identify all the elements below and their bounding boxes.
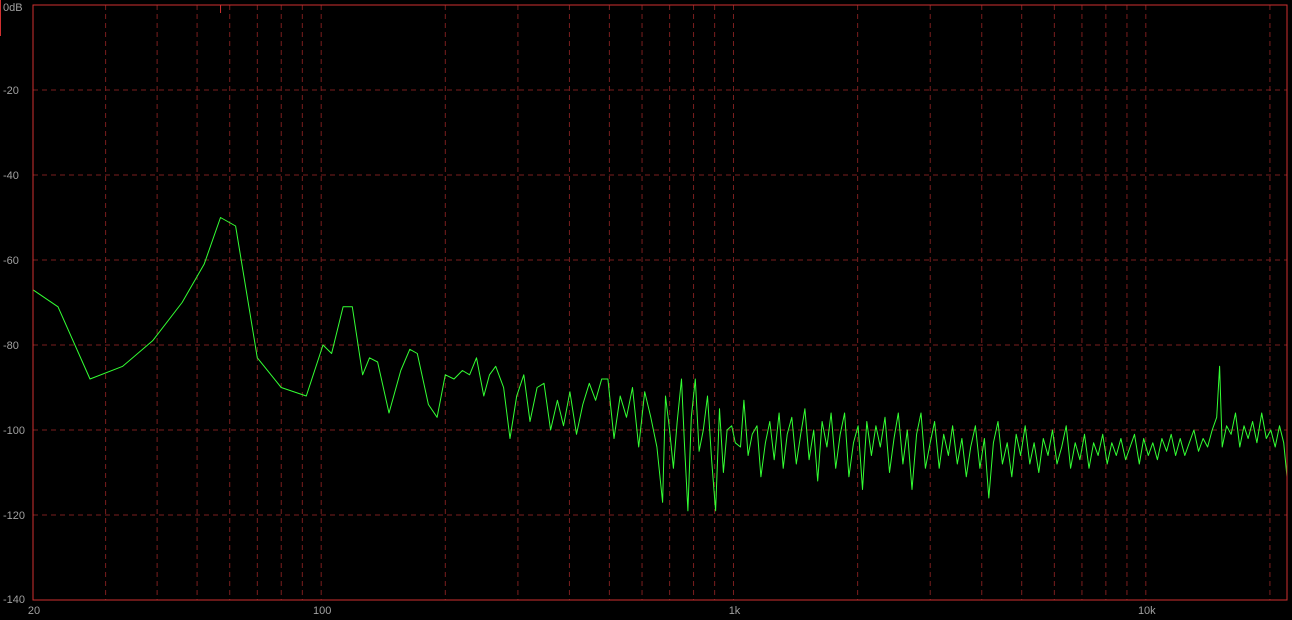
x-tick-label: 20 bbox=[28, 605, 40, 617]
trace-layer bbox=[32, 217, 1288, 512]
y-tick-label: -40 bbox=[3, 170, 19, 182]
y-tick-label: -100 bbox=[3, 425, 25, 437]
spectrum-trace bbox=[32, 217, 1288, 512]
y-tick-label: -80 bbox=[3, 340, 19, 352]
y-tick-label: -140 bbox=[3, 594, 25, 606]
x-tick-label: 100 bbox=[313, 605, 331, 617]
x-tick-label: 10k bbox=[1138, 605, 1156, 617]
frame-layer bbox=[0, 0, 1288, 601]
plot-frame bbox=[32, 4, 1288, 601]
y-tick-label: -120 bbox=[3, 510, 25, 522]
y-tick-label: 0dB bbox=[3, 2, 23, 14]
x-tick-label: 1k bbox=[729, 605, 741, 617]
y-tick-label: -20 bbox=[3, 85, 19, 97]
grid-layer bbox=[32, 5, 1287, 600]
y-tick-label: -60 bbox=[3, 255, 19, 267]
